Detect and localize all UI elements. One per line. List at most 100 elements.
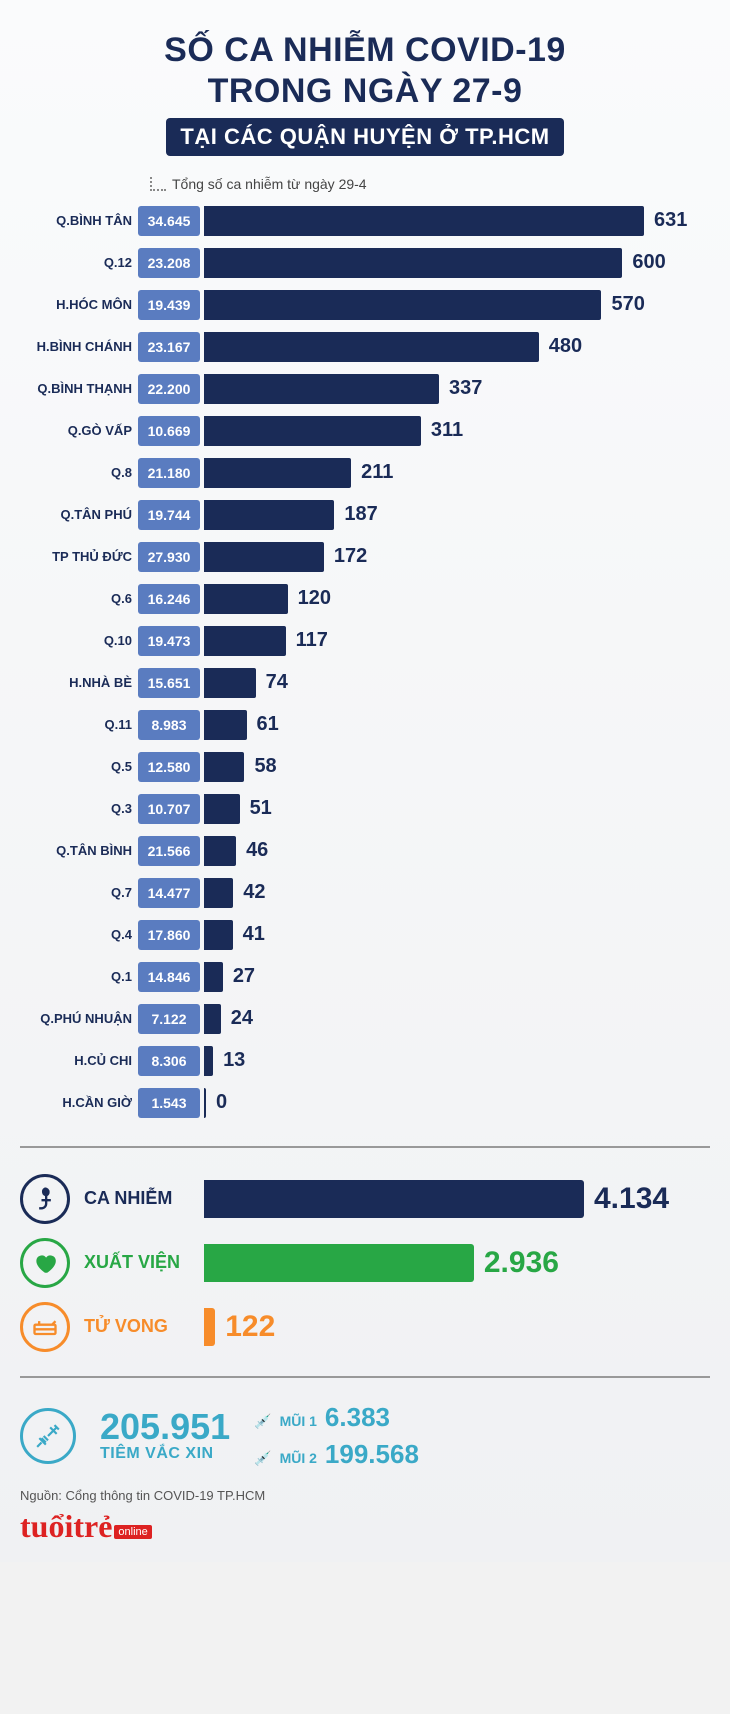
bar (204, 248, 622, 278)
total-box: 16.246 (138, 584, 200, 614)
logo-online: online (114, 1525, 151, 1539)
bar-track: 172 (204, 542, 710, 572)
total-box: 10.707 (138, 794, 200, 824)
bar (204, 416, 421, 446)
vaccine-total: 205.951 (100, 1409, 230, 1445)
district-name: Q.BÌNH THẠNH (20, 381, 138, 396)
total-box: 34.645 (138, 206, 200, 236)
death-icon (20, 1302, 70, 1352)
bar-value: 51 (250, 797, 272, 820)
bar-value: 211 (361, 461, 393, 484)
infected-icon (20, 1174, 70, 1224)
dose-row: 💉MŨI 2199.568 (254, 1439, 419, 1470)
chart-row: Q.310.70751 (20, 790, 710, 828)
total-box: 22.200 (138, 374, 200, 404)
bar-value: 74 (266, 671, 288, 694)
bar-track: 74 (204, 668, 710, 698)
bar-track: 13 (204, 1046, 710, 1076)
released-icon (20, 1238, 70, 1288)
total-box: 21.180 (138, 458, 200, 488)
chart-row: Q.TÂN PHÚ19.744187 (20, 496, 710, 534)
bar-track: 0 (204, 1088, 710, 1118)
chart-row: H.HÓC MÔN19.439570 (20, 286, 710, 324)
summary-label: TỬ VONG (84, 1316, 204, 1337)
chart-row: Q.1223.208600 (20, 244, 710, 282)
total-box: 1.543 (138, 1088, 200, 1118)
district-name: Q.11 (20, 717, 138, 732)
subtitle-banner: TẠI CÁC QUẬN HUYỆN Ở TP.HCM (166, 118, 563, 156)
district-name: Q.GÒ VẤP (20, 423, 138, 438)
bar-track: 27 (204, 962, 710, 992)
summary-track: 122 (204, 1308, 710, 1346)
chart-row: H.NHÀ BÈ15.65174 (20, 664, 710, 702)
summary-bar (204, 1244, 474, 1282)
district-name: Q.8 (20, 465, 138, 480)
syringe-small-icon: 💉 (254, 1450, 271, 1467)
divider (20, 1376, 710, 1378)
bar-value: 41 (243, 923, 265, 946)
bar-track: 42 (204, 878, 710, 908)
bar (204, 290, 601, 320)
bar (204, 752, 244, 782)
total-box: 21.566 (138, 836, 200, 866)
bar-track: 631 (204, 206, 710, 236)
total-box: 23.208 (138, 248, 200, 278)
district-name: Q.6 (20, 591, 138, 606)
bar (204, 206, 644, 236)
bar-track: 117 (204, 626, 710, 656)
legend-note: Tổng số ca nhiễm từ ngày 29-4 (150, 176, 710, 192)
district-name: Q.4 (20, 927, 138, 942)
district-name: Q.12 (20, 255, 138, 270)
summary-bar (204, 1308, 215, 1346)
bar (204, 1004, 221, 1034)
bar (204, 836, 236, 866)
bar (204, 794, 240, 824)
summary-section: CA NHIỄM4.134XUẤT VIỆN2.936TỬ VONG122 (20, 1174, 710, 1352)
bar (204, 626, 286, 656)
district-name: Q.10 (20, 633, 138, 648)
summary-track: 4.134 (204, 1180, 710, 1218)
summary-label: CA NHIỄM (84, 1188, 204, 1209)
district-name: TP THỦ ĐỨC (20, 549, 138, 564)
bar (204, 920, 233, 950)
bar-value: 570 (611, 293, 644, 316)
district-name: H.HÓC MÔN (20, 297, 138, 312)
summary-row-death: TỬ VONG122 (20, 1302, 710, 1352)
bar-value: 24 (231, 1007, 253, 1030)
chart-row: H.CỦ CHI8.30613 (20, 1042, 710, 1080)
total-box: 8.983 (138, 710, 200, 740)
district-name: Q.BÌNH TÂN (20, 213, 138, 228)
total-box: 8.306 (138, 1046, 200, 1076)
doses-block: 💉MŨI 16.383💉MŨI 2199.568 (254, 1402, 419, 1470)
district-name: H.CỦ CHI (20, 1053, 138, 1068)
bar-track: 61 (204, 710, 710, 740)
dose-name: MŨI 2 (280, 1450, 317, 1466)
chart-row: Q.118.98361 (20, 706, 710, 744)
logo: tuổitrẻonline (20, 1513, 710, 1542)
chart-row: Q.114.84627 (20, 958, 710, 996)
note-text: Tổng số ca nhiễm từ ngày 29-4 (172, 176, 367, 192)
bar-value: 187 (344, 503, 377, 526)
title-block: SỐ CA NHIỄM COVID-19 TRONG NGÀY 27-9 TẠI… (20, 30, 710, 156)
bar (204, 458, 351, 488)
chart-row: Q.BÌNH TÂN34.645631 (20, 202, 710, 240)
bar-value: 117 (296, 629, 328, 652)
bar (204, 584, 288, 614)
district-name: Q.PHÚ NHUẬN (20, 1011, 138, 1026)
district-name: Q.7 (20, 885, 138, 900)
chart-row: Q.714.47742 (20, 874, 710, 912)
total-box: 19.473 (138, 626, 200, 656)
summary-value: 4.134 (594, 1182, 669, 1216)
bar (204, 542, 324, 572)
bar (204, 668, 256, 698)
chart-row: TP THỦ ĐỨC27.930172 (20, 538, 710, 576)
logo-tuoi: tuổi (20, 1513, 73, 1540)
dose-value: 6.383 (325, 1402, 390, 1433)
summary-row-infected: CA NHIỄM 4.134 (20, 1174, 710, 1224)
bar (204, 1088, 206, 1118)
chart-row: H.BÌNH CHÁNH23.167480 (20, 328, 710, 366)
total-box: 12.580 (138, 752, 200, 782)
syringe-icon (20, 1408, 76, 1464)
source-text: Nguồn: Cổng thông tin COVID-19 TP.HCM (20, 1488, 710, 1503)
title-line1: SỐ CA NHIỄM COVID-19 (20, 30, 710, 71)
